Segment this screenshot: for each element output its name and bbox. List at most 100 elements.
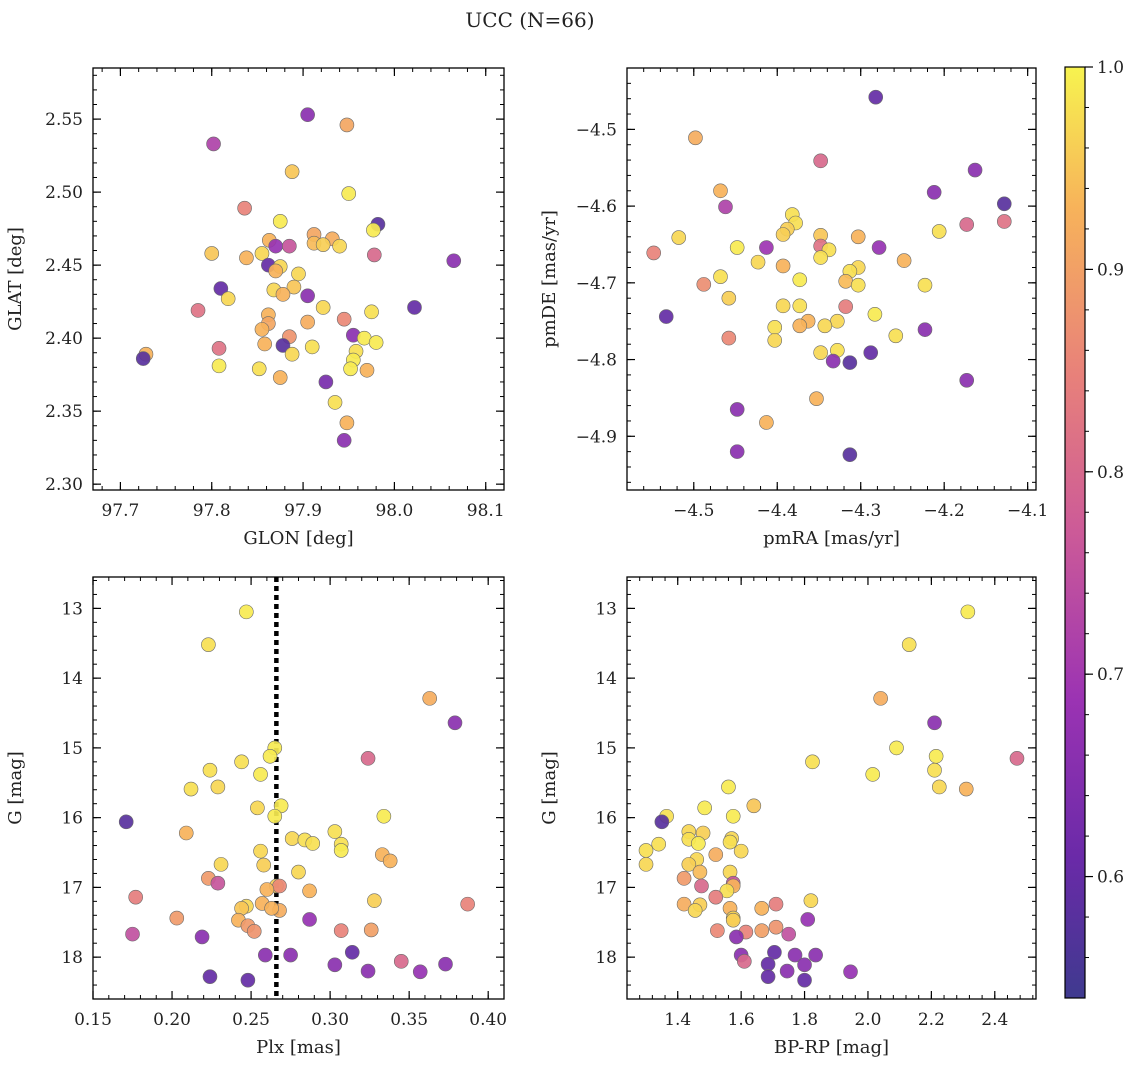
scatter-point <box>382 853 398 869</box>
y-tick-label: −4.9 <box>576 427 617 447</box>
x-tick-label: 97.8 <box>193 501 231 521</box>
scatter-point <box>262 748 278 764</box>
scatter-point <box>651 836 667 852</box>
scatter-point <box>865 767 881 782</box>
scatter-point <box>272 878 287 894</box>
scatter-point <box>838 274 853 289</box>
x-tick-label: 1.6 <box>728 1010 755 1030</box>
scatter-point <box>868 89 884 105</box>
scatter-point <box>792 298 808 314</box>
x-tick-label: −4.4 <box>757 501 798 521</box>
scatter-point <box>729 929 744 945</box>
scatter-point <box>838 299 853 314</box>
scatter-point <box>775 227 791 242</box>
scatter-point <box>333 843 349 858</box>
y-tick-label: 2.45 <box>45 256 83 276</box>
x-tick-label: 0.40 <box>469 1010 507 1030</box>
scatter-point <box>315 300 331 315</box>
scatter-point <box>800 912 816 927</box>
scatter-point <box>917 322 933 337</box>
scatter-point <box>710 923 725 938</box>
scatter-point <box>721 290 737 306</box>
scatter-point <box>863 345 879 360</box>
scatter-point <box>363 922 379 938</box>
scatter-point <box>302 912 317 927</box>
scatter-point <box>359 362 375 378</box>
scatter-point <box>300 288 315 304</box>
scatter-point <box>725 912 741 928</box>
scatter-point <box>283 947 298 963</box>
y-tick-label: 17 <box>595 878 617 898</box>
x-tick-label: 1.8 <box>791 1010 818 1030</box>
scatter-point <box>775 258 791 274</box>
scatter-point <box>254 246 270 261</box>
colorbar-tick-label: 0.7 <box>1097 665 1124 685</box>
scatter-point <box>272 214 288 229</box>
scatter-point <box>692 864 708 880</box>
scatter-point <box>871 240 887 255</box>
scatter-points <box>638 604 1025 988</box>
y-tick-label: 16 <box>595 809 617 829</box>
scatter-point <box>213 857 229 872</box>
scatter-point <box>246 924 262 939</box>
scatter-points <box>135 107 462 448</box>
scatter-point <box>376 808 392 824</box>
scatter-point <box>779 963 795 979</box>
scatter-point <box>813 250 828 265</box>
scatter-point <box>206 136 221 152</box>
scatter-point <box>339 117 355 133</box>
x-tick-label: −4.3 <box>840 501 881 521</box>
scatter-point <box>676 871 692 886</box>
x-tick-label: 0.30 <box>311 1010 349 1030</box>
scatter-point <box>204 246 220 261</box>
scatter-point <box>135 351 151 366</box>
scatter-point <box>327 395 343 410</box>
scatter-point <box>713 269 728 284</box>
x-tick-label: 0.20 <box>153 1010 191 1030</box>
scatter-point <box>264 901 279 916</box>
scatter-point <box>722 834 738 850</box>
scatter-point <box>368 335 384 350</box>
scatter-point <box>304 339 320 355</box>
scatter-point <box>272 370 288 385</box>
scatter-point <box>267 808 283 824</box>
scatter-point <box>750 254 766 270</box>
scatter-point <box>658 309 674 324</box>
scatter-point <box>729 444 745 459</box>
scatter-point <box>867 306 883 322</box>
scatter-point <box>284 346 300 362</box>
scatter-point <box>360 751 376 766</box>
scatter-points <box>118 604 475 988</box>
x-tick-label: 97.7 <box>101 501 139 521</box>
scatter-point <box>768 919 784 935</box>
scatter-point <box>327 824 343 839</box>
scatter-point <box>422 691 438 706</box>
scatter-point <box>220 291 236 307</box>
x-tick-label: 0.35 <box>390 1010 428 1030</box>
scatter-point <box>718 199 733 215</box>
y-tick-label: 18 <box>61 948 83 968</box>
scatter-point <box>746 798 762 814</box>
scatter-point <box>927 762 942 778</box>
scatter-point <box>737 954 752 969</box>
scatter-point <box>671 230 687 245</box>
scatter-point <box>805 754 820 770</box>
scatter-point <box>327 957 343 973</box>
scatter-point <box>118 814 134 830</box>
minor-ticks <box>626 67 1036 490</box>
scatter-point <box>697 800 712 816</box>
scatter-point <box>792 272 808 288</box>
scatter-point <box>210 779 226 795</box>
y-tick-label: 15 <box>61 739 83 759</box>
y-axis-label: G [mag] <box>539 751 560 824</box>
scatter-point <box>460 896 475 912</box>
scatter-point <box>128 889 143 905</box>
y-tick-label: 2.55 <box>45 110 83 130</box>
panel-bprp-g: 1.4 1.6 1.8 2.0 2.2 2.4 13 14 15 16 17 18 BP-RP [mag… <box>539 576 1037 1058</box>
y-tick-label: −4.8 <box>576 351 617 371</box>
y-tick-label: −4.7 <box>576 274 617 294</box>
scatter-point <box>928 748 944 764</box>
scatter-point <box>286 279 302 295</box>
x-tick-label: 1.4 <box>664 1010 691 1030</box>
